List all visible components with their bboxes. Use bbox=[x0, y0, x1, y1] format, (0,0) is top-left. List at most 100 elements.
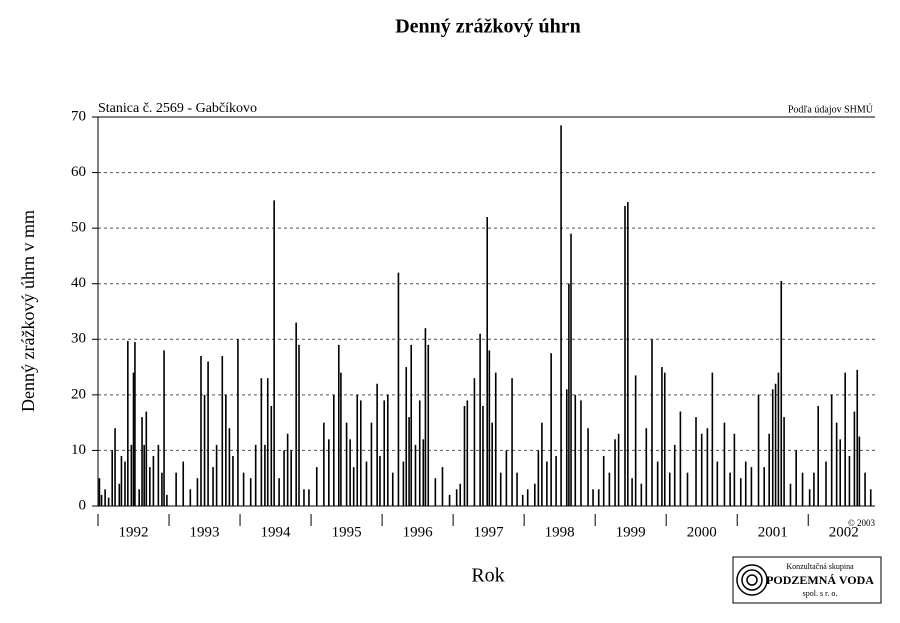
bar bbox=[242, 472, 245, 506]
bar bbox=[505, 450, 508, 506]
bar bbox=[383, 400, 386, 506]
bar bbox=[624, 205, 626, 506]
bar bbox=[138, 489, 140, 506]
bar bbox=[332, 394, 335, 506]
bar bbox=[463, 405, 466, 506]
station-note: Stanica č. 2569 - Gabčíkovo bbox=[98, 101, 257, 116]
bar bbox=[750, 467, 753, 506]
bar bbox=[783, 417, 785, 506]
bar bbox=[340, 372, 342, 506]
bar bbox=[830, 394, 833, 506]
bar bbox=[448, 494, 451, 506]
y-tick-label: 50 bbox=[71, 220, 86, 236]
bar bbox=[541, 422, 543, 506]
bar bbox=[182, 461, 185, 506]
y-tick-label: 70 bbox=[71, 108, 86, 124]
bar bbox=[813, 472, 815, 506]
bar bbox=[466, 400, 469, 506]
bar bbox=[597, 489, 600, 506]
bar bbox=[706, 428, 709, 506]
bar bbox=[315, 467, 318, 506]
bar bbox=[808, 489, 811, 506]
bar bbox=[716, 461, 719, 506]
bar bbox=[587, 428, 589, 506]
chart-title: Denný zrážkový úhrn bbox=[395, 16, 581, 38]
logo-icon bbox=[736, 564, 768, 596]
bar bbox=[196, 478, 199, 506]
bar bbox=[141, 417, 143, 506]
bar bbox=[617, 433, 620, 506]
bar bbox=[521, 494, 524, 506]
bar bbox=[286, 433, 289, 506]
bar bbox=[118, 483, 121, 506]
bar bbox=[679, 411, 682, 506]
bar bbox=[427, 344, 430, 506]
bar bbox=[376, 383, 378, 506]
y-tick-label: 0 bbox=[79, 497, 87, 513]
bar bbox=[482, 405, 484, 506]
x-tick-label: 2000 bbox=[687, 524, 717, 540]
bar bbox=[729, 472, 731, 506]
bar bbox=[777, 372, 780, 506]
y-tick-label: 40 bbox=[71, 275, 86, 291]
bar bbox=[491, 422, 493, 506]
bar bbox=[298, 344, 300, 506]
x-tick-label: 1999 bbox=[616, 524, 646, 540]
bar bbox=[408, 417, 410, 506]
bar bbox=[391, 472, 394, 506]
bar bbox=[441, 467, 444, 506]
bar bbox=[853, 411, 856, 506]
bar bbox=[774, 383, 777, 506]
bar bbox=[817, 405, 819, 506]
bar bbox=[473, 378, 476, 506]
bar bbox=[795, 450, 797, 506]
bar bbox=[303, 489, 305, 506]
bar bbox=[686, 472, 689, 506]
bar bbox=[825, 461, 827, 506]
bar bbox=[570, 233, 572, 506]
bar bbox=[254, 444, 257, 506]
bar bbox=[323, 422, 325, 506]
logo-text: PODZEMNÁ VODA bbox=[766, 573, 874, 587]
bar bbox=[152, 455, 155, 506]
bar bbox=[592, 489, 594, 506]
bar bbox=[574, 394, 577, 506]
bar bbox=[835, 422, 838, 506]
bar bbox=[555, 455, 557, 506]
bar bbox=[780, 280, 783, 506]
bar bbox=[207, 361, 209, 506]
bar bbox=[308, 489, 310, 506]
bar bbox=[359, 400, 362, 506]
bar bbox=[711, 372, 714, 506]
bar bbox=[499, 472, 502, 506]
bar bbox=[673, 444, 676, 506]
bar bbox=[424, 328, 427, 506]
bar bbox=[107, 497, 110, 506]
logo-icon bbox=[746, 574, 758, 586]
bar bbox=[100, 494, 103, 506]
bar bbox=[602, 455, 605, 506]
bar bbox=[422, 439, 425, 506]
bar bbox=[608, 472, 611, 506]
bar bbox=[295, 322, 297, 506]
bar bbox=[634, 375, 637, 506]
logo-icon bbox=[741, 569, 763, 591]
copyright: © 2003 bbox=[848, 518, 876, 528]
bar bbox=[537, 450, 540, 506]
bar bbox=[631, 478, 633, 506]
x-tick-label: 2001 bbox=[758, 524, 788, 540]
bar bbox=[789, 483, 792, 506]
bar bbox=[352, 467, 355, 506]
bar bbox=[161, 472, 163, 506]
bar bbox=[645, 428, 648, 506]
bar bbox=[264, 444, 266, 506]
bar bbox=[328, 439, 330, 506]
bar bbox=[232, 455, 234, 506]
y-axis-label: Denný zrážkový úhrn v mm bbox=[18, 210, 38, 412]
bar bbox=[744, 461, 747, 506]
bar bbox=[560, 125, 562, 506]
bar bbox=[114, 428, 116, 506]
source-note: Podľa údajov SHMÚ bbox=[788, 103, 874, 115]
bar bbox=[494, 372, 497, 506]
bar bbox=[418, 400, 421, 506]
